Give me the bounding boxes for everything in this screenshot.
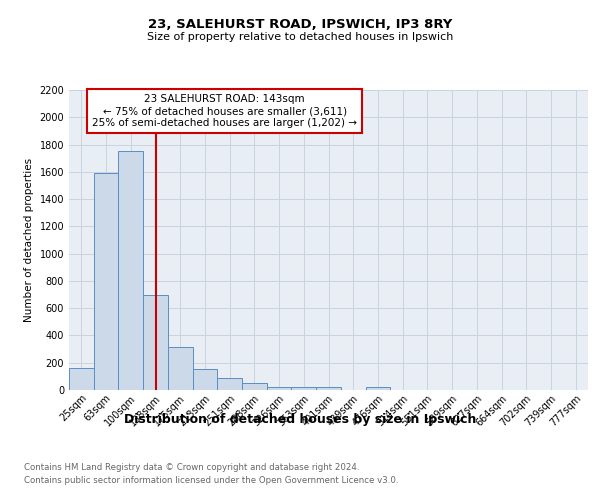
Bar: [118, 150, 143, 390]
Text: Distribution of detached houses by size in Ipswich: Distribution of detached houses by size …: [124, 412, 476, 426]
Text: Contains public sector information licensed under the Open Government Licence v3: Contains public sector information licen…: [24, 476, 398, 485]
Text: 23, SALEHURST ROAD, IPSWICH, IP3 8RY: 23, SALEHURST ROAD, IPSWICH, IP3 8RY: [148, 18, 452, 30]
Text: Contains HM Land Registry data © Crown copyright and database right 2024.: Contains HM Land Registry data © Crown c…: [24, 462, 359, 471]
Text: 23 SALEHURST ROAD: 143sqm
← 75% of detached houses are smaller (3,611)
25% of se: 23 SALEHURST ROAD: 143sqm ← 75% of detac…: [92, 94, 357, 128]
Bar: [143, 294, 168, 390]
Bar: [217, 378, 242, 390]
Bar: [292, 388, 316, 390]
Y-axis label: Number of detached properties: Number of detached properties: [24, 158, 34, 322]
Bar: [267, 386, 292, 390]
Bar: [316, 388, 341, 390]
Bar: [94, 173, 118, 390]
Bar: [168, 347, 193, 390]
Bar: [193, 369, 217, 390]
Bar: [365, 388, 390, 390]
Text: Size of property relative to detached houses in Ipswich: Size of property relative to detached ho…: [147, 32, 453, 42]
Bar: [69, 368, 94, 390]
Bar: [242, 384, 267, 390]
